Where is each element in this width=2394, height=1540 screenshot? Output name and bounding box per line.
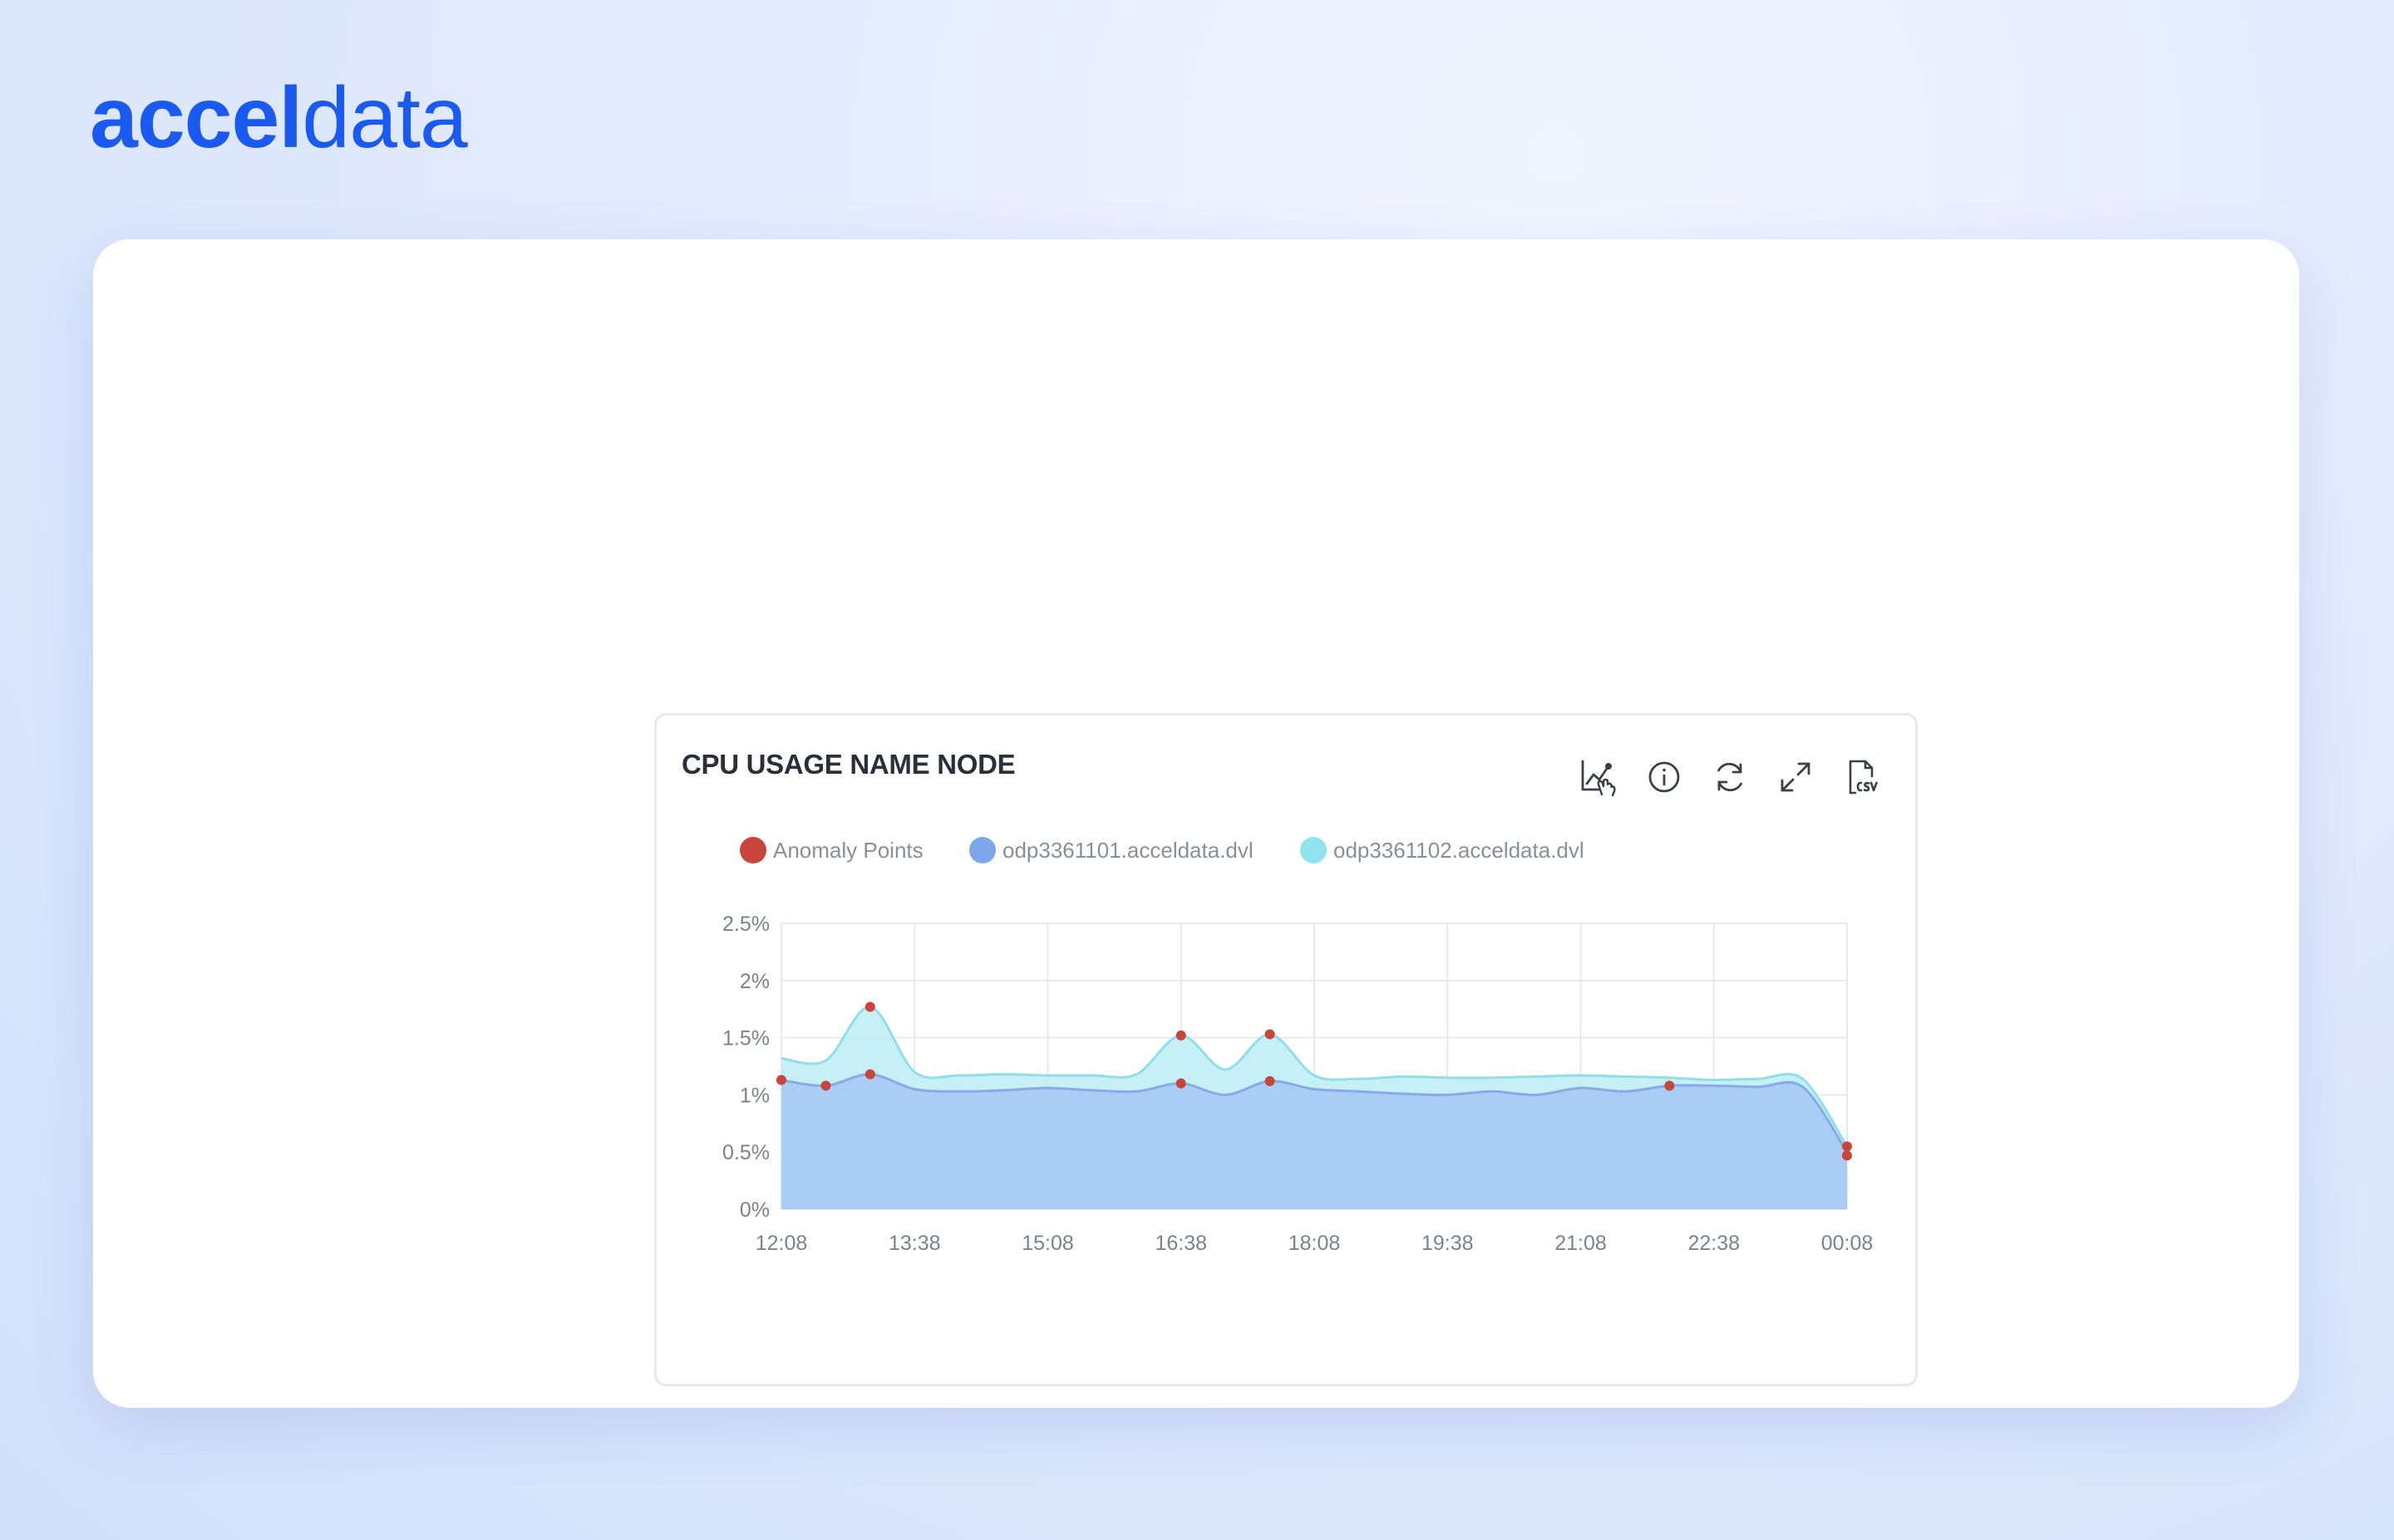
series-line-odp3361102 — [781, 1005, 1849, 1148]
content-panel: CPU USAGE NAME NODE — [93, 239, 2299, 1408]
x-tick-label: 12:08 — [756, 1232, 808, 1255]
expand-icon — [1781, 762, 1810, 792]
cpu-usage-chart: 2.5% 2% 1.5% 1% 0.5% 0% 12:08 13:38 15:08 16:38 18… — [673, 897, 1904, 1362]
logo-light-text: data — [302, 70, 467, 166]
anomaly-chart-icon — [1581, 760, 1616, 797]
chart-canvas: 2.5% 2% 1.5% 1% 0.5% 0% 12:08 13:38 15:08 16:38 18… — [722, 913, 1874, 1255]
y-tick-label: 1.5% — [722, 1027, 770, 1050]
x-tick-label: 19:38 — [1421, 1232, 1474, 1255]
expand-button[interactable] — [1772, 754, 1819, 800]
anomaly-point[interactable] — [864, 1001, 875, 1012]
acceldata-logo: acceldata — [90, 75, 468, 161]
anomaly-point[interactable] — [1175, 1030, 1186, 1041]
anomaly-point[interactable] — [1175, 1078, 1186, 1089]
x-tick-label: 18:08 — [1288, 1232, 1341, 1255]
anomaly-point[interactable] — [864, 1069, 875, 1080]
logo-bold-text: accel — [90, 70, 303, 166]
y-tick-label: 1% — [740, 1084, 770, 1107]
card-title: CPU USAGE NAME NODE — [682, 749, 1016, 780]
info-button[interactable] — [1641, 754, 1687, 800]
legend-label: Anomaly Points — [773, 837, 924, 863]
refresh-icon — [1717, 762, 1742, 792]
cpu-usage-card: CPU USAGE NAME NODE — [654, 713, 1918, 1386]
legend-item-anomaly-points[interactable]: Anomaly Points — [740, 837, 924, 863]
anomaly-chart-button[interactable] — [1575, 754, 1622, 800]
csv-download-icon — [1849, 760, 1878, 795]
legend-item-odp3361102[interactable]: odp3361102.acceldata.dvl — [1300, 837, 1584, 863]
anomaly-point[interactable] — [1264, 1075, 1275, 1086]
legend-item-odp3361101[interactable]: odp3361101.acceldata.dvl — [969, 837, 1254, 863]
series-area-odp3361101 — [781, 1074, 1847, 1209]
x-tick-label: 21:08 — [1554, 1232, 1607, 1255]
legend-swatch — [1300, 837, 1327, 863]
anomaly-point[interactable] — [776, 1075, 786, 1085]
x-tick-label: 13:38 — [889, 1232, 941, 1255]
y-tick-label: 2.5% — [722, 913, 770, 936]
legend-swatch — [740, 837, 766, 863]
x-tick-label: 15:08 — [1022, 1232, 1074, 1255]
x-tick-label: 22:38 — [1687, 1232, 1740, 1255]
legend-swatch — [969, 837, 996, 863]
anomaly-point[interactable] — [1842, 1150, 1852, 1161]
x-tick-label: 16:38 — [1155, 1232, 1207, 1255]
y-tick-label: 0% — [740, 1198, 770, 1222]
x-tick-label: 00:08 — [1821, 1232, 1874, 1255]
legend-label: odp3361102.acceldata.dvl — [1333, 837, 1584, 863]
anomaly-point[interactable] — [1264, 1029, 1275, 1040]
csv-download-button[interactable] — [1838, 754, 1884, 800]
y-tick-label: 2% — [740, 970, 770, 993]
legend-label: odp3361101.acceldata.dvl — [1002, 837, 1254, 863]
refresh-button[interactable] — [1707, 754, 1753, 800]
y-tick-label: 0.5% — [722, 1141, 770, 1164]
info-icon — [1648, 761, 1680, 793]
anomaly-point[interactable] — [1842, 1141, 1852, 1152]
anomaly-point[interactable] — [820, 1080, 831, 1091]
anomaly-point[interactable] — [1664, 1080, 1675, 1091]
